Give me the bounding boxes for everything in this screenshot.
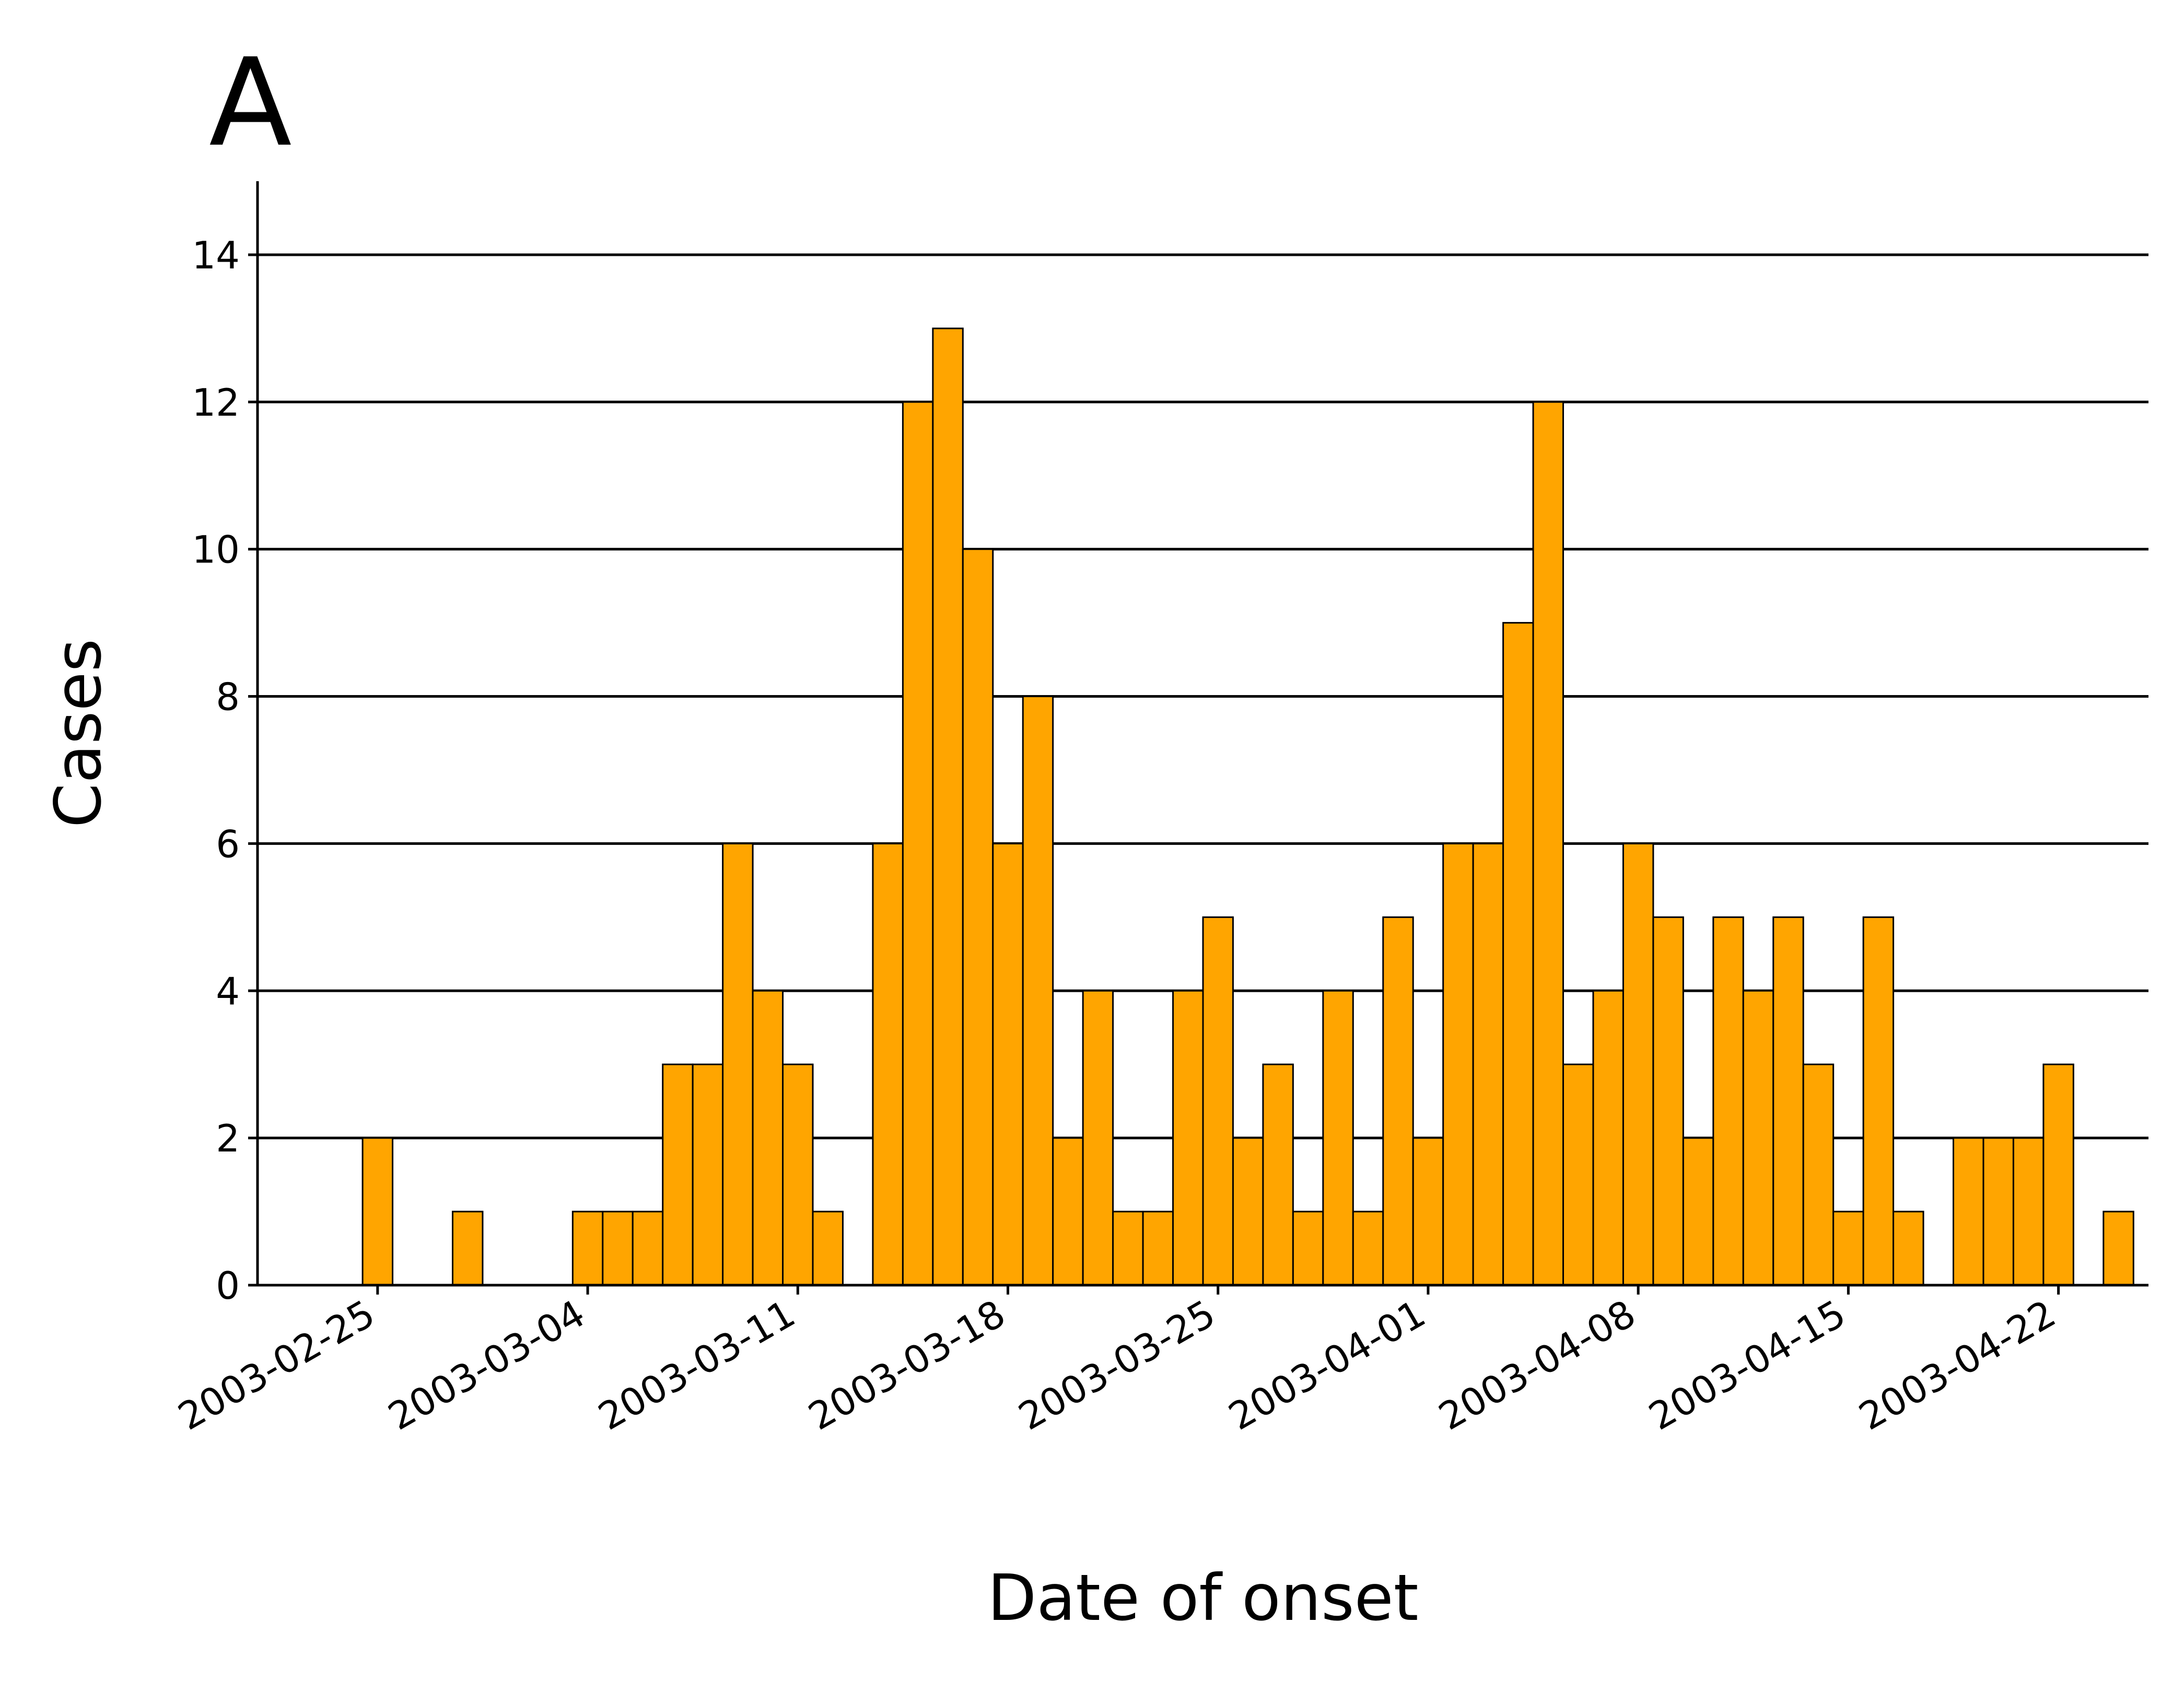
bar (1982, 1137, 2014, 1286)
y-tick-label: 6 (216, 822, 240, 866)
bar (962, 548, 994, 1286)
bar (1742, 990, 1774, 1286)
bar (1352, 1210, 1384, 1286)
bar (1382, 916, 1414, 1286)
bar (872, 842, 904, 1286)
x-tick-label: 2003-04-01 (1221, 1291, 1432, 1439)
x-tick-label: 2003-02-25 (171, 1291, 382, 1439)
x-ticks: 2003-02-252003-03-042003-03-112003-03-18… (171, 1285, 2063, 1439)
bar (1562, 1063, 1594, 1286)
panel-letter: A (209, 32, 292, 173)
bar (1592, 990, 1624, 1286)
x-tick-label: 2003-04-22 (1852, 1291, 2063, 1439)
bar (1082, 990, 1114, 1286)
x-tick-label: 2003-03-11 (591, 1291, 802, 1439)
bar (1292, 1210, 1324, 1286)
bar (662, 1063, 694, 1286)
bar (602, 1210, 634, 1286)
bar (1202, 916, 1234, 1286)
bar (1832, 1210, 1864, 1286)
bar (1412, 1137, 1444, 1286)
y-tick-label: 10 (192, 528, 240, 572)
bar (1893, 1210, 1924, 1286)
bar (752, 990, 784, 1286)
bar (2012, 1137, 2045, 1286)
bar (2042, 1063, 2074, 1286)
x-tick-label: 2003-03-25 (1011, 1291, 1222, 1439)
bar (451, 1210, 484, 1286)
bar (1772, 916, 1804, 1286)
x-tick-label: 2003-04-15 (1642, 1291, 1853, 1439)
grid-lines (258, 253, 2148, 1139)
x-tick-label: 2003-03-04 (381, 1291, 592, 1439)
bar (1953, 1137, 1984, 1286)
y-tick-label: 12 (192, 381, 240, 425)
bar (782, 1063, 814, 1286)
bar (1712, 916, 1744, 1286)
bar (722, 842, 754, 1286)
bar (1322, 990, 1354, 1286)
bar (692, 1063, 724, 1286)
y-axis-label: Cases (41, 639, 115, 828)
x-tick-label: 2003-03-18 (801, 1291, 1012, 1439)
bar (992, 842, 1024, 1286)
y-ticks: 0 2 4 6 8 10 12 14 (192, 233, 258, 1308)
bar (1802, 1063, 1835, 1286)
bar (1472, 842, 1504, 1286)
bar (1652, 916, 1684, 1286)
y-tick-label: 14 (192, 233, 240, 277)
y-tick-label: 0 (216, 1264, 240, 1308)
x-axis-label: Date of onset (987, 1561, 1418, 1635)
bars (361, 327, 2134, 1286)
bar (902, 401, 934, 1286)
bar (2103, 1210, 2134, 1286)
bar (1022, 696, 1054, 1286)
bar (812, 1210, 844, 1286)
bar (1622, 842, 1654, 1286)
axes (256, 181, 2148, 1287)
bar (1052, 1137, 1084, 1286)
bar (1862, 916, 1895, 1286)
bar (1502, 622, 1534, 1286)
bar (1532, 401, 1564, 1286)
x-tick-label: 2003-04-08 (1431, 1291, 1642, 1439)
bar (1682, 1137, 1714, 1286)
bar (1112, 1210, 1144, 1286)
bar (571, 1210, 604, 1286)
bar (1442, 842, 1474, 1286)
y-tick-label: 4 (216, 969, 240, 1013)
y-tick-label: 2 (216, 1116, 240, 1160)
bar (632, 1210, 664, 1286)
bar (1232, 1137, 1264, 1286)
bar (932, 327, 964, 1286)
bar (1172, 990, 1204, 1286)
bar (361, 1137, 394, 1286)
y-tick-label: 8 (216, 675, 240, 719)
bar (1262, 1063, 1294, 1286)
bar (1142, 1210, 1174, 1286)
